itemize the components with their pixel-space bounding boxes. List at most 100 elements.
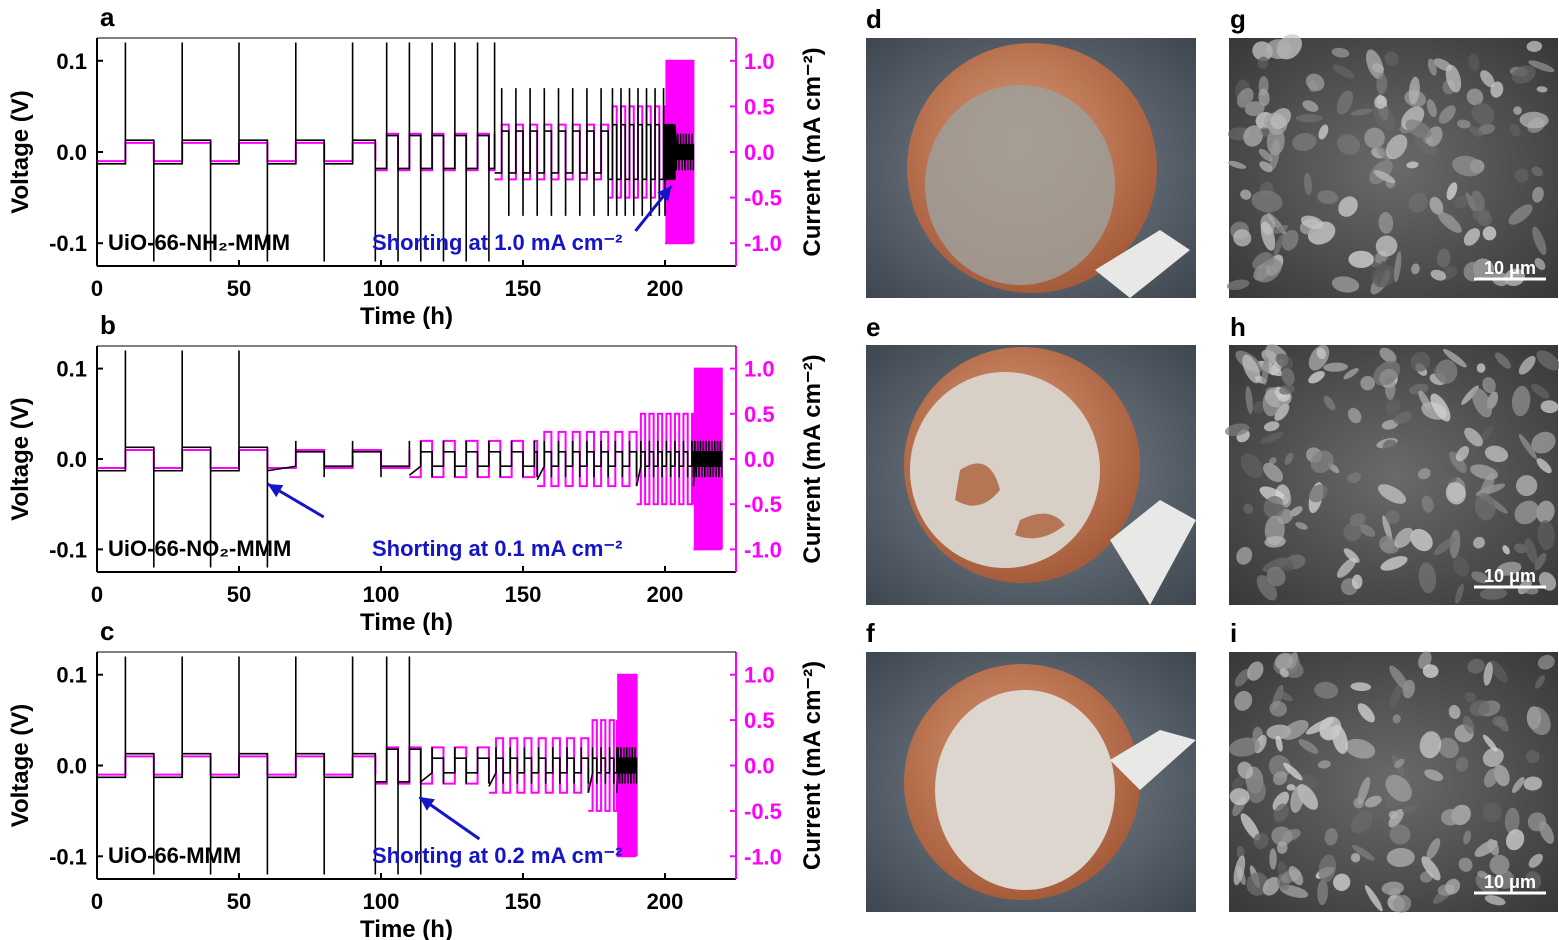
sem-grain [1389, 824, 1411, 845]
sem-grain [1336, 557, 1357, 578]
x-tick-label: 100 [363, 582, 400, 607]
sem-grain [1357, 703, 1375, 723]
sem-grain [1441, 808, 1461, 826]
sem-grain [1393, 411, 1413, 425]
x-tick-label: 150 [505, 276, 542, 301]
sem-grain [1256, 575, 1278, 601]
photo-panel-f: f [866, 618, 1196, 912]
sem-grain [1532, 186, 1544, 203]
sem-grain [1484, 895, 1506, 906]
sem-grain [1242, 354, 1261, 384]
x-tick-label: 50 [227, 889, 251, 914]
sem-grain [1437, 211, 1462, 233]
y-tick-label: 0.1 [56, 49, 87, 74]
sem-grain [1473, 536, 1485, 549]
sem-grain [1272, 771, 1288, 786]
sem-grain [1426, 838, 1441, 860]
sem-grain [1405, 119, 1432, 139]
sample-label: UiO-66-NO₂-MMM [108, 536, 291, 561]
sem-grain [1445, 64, 1462, 93]
sem-grain [1508, 204, 1533, 225]
sem-grain [1373, 170, 1396, 184]
sem-grain [1514, 543, 1528, 554]
sem-grain [1385, 774, 1412, 802]
sem-grain [1379, 535, 1395, 552]
x-axis-title: Time (h) [360, 609, 453, 636]
sem-panel-i: i 10 μm [1228, 618, 1558, 913]
sem-grain [1290, 785, 1304, 813]
sem-grain [1389, 683, 1403, 708]
sem-grain [1435, 359, 1458, 384]
sem-grain [1483, 768, 1499, 788]
y2-axis-title: Current (mA cm⁻²) [799, 354, 826, 563]
sem-grain [1445, 482, 1466, 505]
sem-grain [1514, 500, 1540, 525]
sem-grain [1463, 261, 1483, 282]
sem-grain [1475, 872, 1499, 894]
sem-grain [1502, 545, 1510, 555]
sem-grain [1433, 537, 1456, 556]
voltage-series [97, 656, 638, 875]
sem-grain [1436, 248, 1451, 268]
sem-grain [1504, 268, 1526, 287]
chart-panel-c: c 0 50 100 150 200 Time (h) -0.1 0.0 0.1 Voltage (… [7, 616, 826, 940]
sem-grain [1505, 829, 1525, 851]
sem-grain [1258, 148, 1273, 162]
sem-grain [1377, 146, 1391, 161]
x-tick-label: 50 [227, 582, 251, 607]
scale-bar-label: 10 μm [1484, 566, 1536, 586]
y-tick-label: 0.0 [56, 140, 87, 165]
sem-grain [1496, 561, 1522, 576]
sem-grain [1268, 457, 1277, 465]
sem-grain [1513, 106, 1522, 115]
sem-grain [1295, 521, 1308, 530]
sem-grain [1394, 758, 1405, 769]
x-tick-label: 150 [505, 889, 542, 914]
panel-letter: f [866, 618, 875, 648]
y2-tick-label: 0.0 [744, 754, 775, 779]
sem-grain [1477, 870, 1488, 878]
sem-grain [1394, 527, 1414, 548]
sem-grain [1227, 160, 1247, 169]
sem-grain [1388, 808, 1404, 828]
sem-grain [1537, 520, 1555, 551]
sem-grain [1338, 196, 1358, 217]
sem-grain [1331, 47, 1350, 58]
sem-grain [1408, 76, 1420, 105]
sem-grain [1511, 65, 1536, 84]
sem-grain [1288, 865, 1304, 886]
sem-grain [1463, 228, 1481, 246]
sem-grain [1449, 529, 1461, 559]
sem-grain [1376, 74, 1388, 94]
sample-label: UiO-66-NH₂-MMM [108, 230, 290, 255]
x-tick-label: 100 [363, 276, 400, 301]
sem-grain [1331, 276, 1360, 293]
sem-grain [1380, 556, 1408, 571]
sem-grain [1273, 224, 1289, 234]
sem-grain [1283, 762, 1303, 781]
sem-grain [1453, 555, 1470, 577]
sem-grain [1388, 810, 1398, 819]
y2-tick-label: 1.0 [744, 357, 775, 382]
sem-grain [1456, 119, 1471, 129]
sem-grain [1465, 192, 1477, 212]
current-series [97, 673, 638, 858]
bare-copper-patch [955, 463, 1000, 506]
y2-tick-label: -0.5 [744, 799, 782, 824]
sem-grain [1318, 124, 1329, 140]
sem-grain [1531, 166, 1544, 177]
sem-grain [1260, 431, 1284, 444]
sem-grain [1256, 258, 1282, 283]
sem-grain [1300, 215, 1324, 230]
sem-grain [1528, 60, 1555, 73]
sem-grain [1252, 400, 1267, 414]
sem-grain [1260, 221, 1276, 251]
sem-grain [1422, 664, 1439, 678]
sem-grain [1410, 351, 1431, 372]
sem-grain [1468, 53, 1480, 71]
sem-grain [1236, 87, 1254, 108]
sem-grain [1472, 388, 1493, 418]
y-tick-label: 0.1 [56, 357, 87, 382]
sem-grain [1274, 403, 1290, 421]
sem-grain [1308, 484, 1328, 503]
